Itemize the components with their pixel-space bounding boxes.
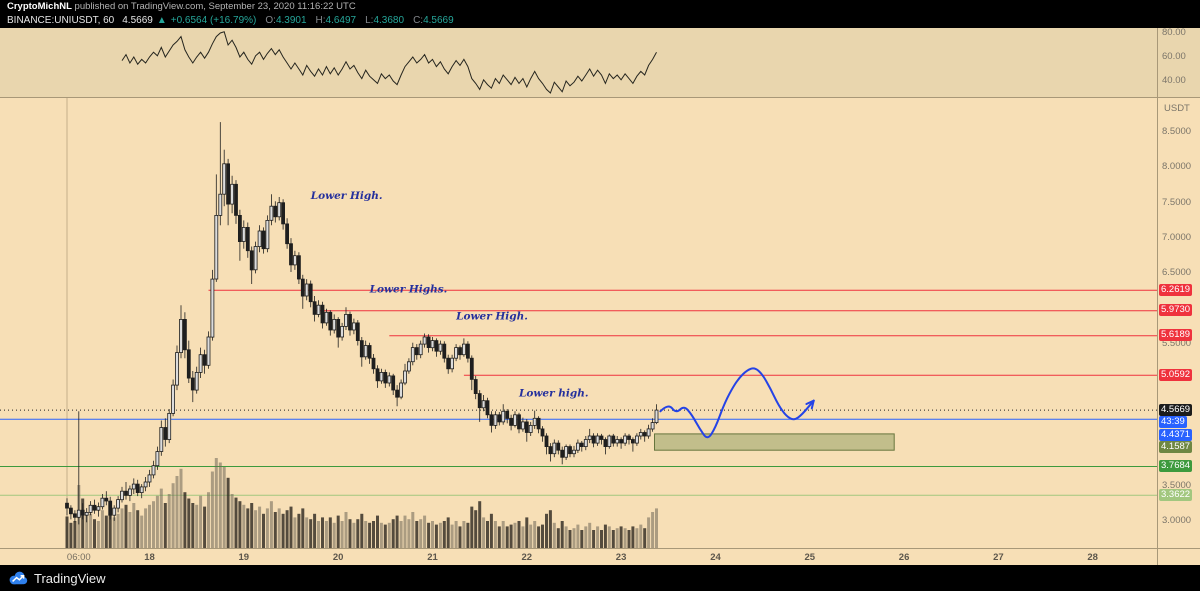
price-badge-4-4371: 4.4371 — [1159, 428, 1193, 441]
price-badge-4-5669: 4.5669 — [1159, 403, 1193, 416]
price-badge-5-6189: 5.6189 — [1159, 329, 1193, 342]
time-scale-corner — [1158, 548, 1200, 565]
time-tick: 24 — [710, 552, 721, 563]
price-tick: 3.5000 — [1162, 479, 1192, 491]
time-tick: 23 — [615, 552, 627, 563]
ohlc-high: H:4.6497 — [315, 15, 357, 26]
price-chart: Lower High. Lower Highs. Lower High. Lower … — [0, 98, 1157, 548]
indicator-pane[interactable] — [0, 28, 1157, 97]
price-badge-43-39: 43:39 — [1159, 416, 1187, 429]
footer-bar: TradingView — [0, 565, 1200, 591]
time-tick: 20 — [332, 552, 344, 563]
indicator-line — [121, 31, 657, 94]
candles — [65, 122, 659, 525]
annotation-text: Lower High. — [455, 310, 528, 322]
support-zone-box[interactable] — [654, 433, 895, 451]
time-tick: 28 — [1087, 552, 1098, 563]
price-badge-4-1587: 4.1587 — [1159, 441, 1193, 454]
time-tick: 26 — [898, 552, 910, 563]
pane-divider[interactable] — [0, 97, 1200, 98]
chart-annotations[interactable]: Lower High. Lower Highs. Lower High. Lower … — [310, 190, 589, 399]
tradingview-logo-icon[interactable] — [8, 570, 28, 586]
annotation-text: Lower Highs. — [369, 284, 448, 296]
time-tick: 22 — [521, 552, 533, 563]
price-badge-5-9730: 5.9730 — [1159, 304, 1193, 317]
price-chart-pane[interactable]: Lower High. Lower Highs. Lower High. Lower … — [0, 98, 1157, 548]
indicator-tick: 40.00 — [1162, 75, 1186, 86]
time-tick: 19 — [238, 552, 250, 563]
annotation-text: Lower High. — [310, 190, 383, 202]
price-tick: 6.5000 — [1162, 267, 1192, 279]
price-badge-5-0592: 5.0592 — [1159, 368, 1193, 381]
price-badge-3-3622: 3.3622 — [1159, 488, 1193, 501]
ohlc-close: C:4.5669 — [413, 15, 454, 26]
time-tick: 21 — [427, 552, 438, 563]
price-tick: 7.5000 — [1162, 196, 1192, 208]
ohlc-open: O:4.3901 — [265, 15, 307, 26]
price-tick: 7.0000 — [1162, 232, 1192, 244]
ohlc-low: L:4.3680 — [365, 15, 405, 26]
time-tick: 27 — [993, 552, 1004, 563]
time-tick: 06:00 — [66, 552, 91, 563]
last-price: 4.5669 — [122, 15, 153, 26]
symbol-title: BINANCE:UNIUSDT, 60 — [7, 15, 115, 26]
indicator-tick: 60.00 — [1162, 51, 1186, 62]
indicator-scale[interactable]: 80.00 60.00 40.00 — [1158, 27, 1200, 97]
volume-bars — [65, 458, 658, 548]
time-tick: 25 — [804, 552, 816, 563]
indicator-chart — [121, 31, 657, 94]
price-tick: 3.0000 — [1162, 514, 1192, 526]
time-scale[interactable]: 06:00 18 19 20 21 22 23 24 25 26 27 28 — [0, 548, 1157, 565]
attribution-bar: CryptoMichNL published on TradingView.co… — [0, 0, 1200, 14]
change-arrow-icon: ▲ — [156, 15, 167, 26]
author-name: CryptoMichNL — [7, 1, 72, 12]
price-badge-6-2619: 6.2619 — [1159, 283, 1193, 296]
indicator-tick: 80.00 — [1162, 27, 1186, 38]
currency-label: USDT — [1164, 103, 1190, 114]
publish-info: published on TradingView.com, September … — [71, 1, 356, 12]
price-tick: 8.0000 — [1162, 161, 1192, 173]
annotation-text: Lower high. — [518, 387, 589, 399]
projection-arrow[interactable] — [659, 367, 815, 439]
symbol-info-bar: BINANCE:UNIUSDT, 60 4.5669 ▲ +0.6564 (+16.7… — [0, 14, 1200, 28]
price-scale[interactable]: USDT 8.5000 8.0000 7.5000 7.0000 6.5000 5.5000… — [1158, 98, 1200, 548]
price-level-lines[interactable] — [0, 289, 1157, 496]
axis-divider — [1157, 28, 1158, 565]
price-badge-3-7684: 3.7684 — [1159, 460, 1193, 472]
tradingview-brand[interactable]: TradingView — [34, 570, 106, 586]
price-change: +0.6564 (+16.79%) — [170, 15, 257, 26]
price-tick: 5.5000 — [1162, 338, 1192, 350]
price-tick: 8.5000 — [1162, 126, 1192, 137]
time-tick: 18 — [144, 552, 155, 563]
